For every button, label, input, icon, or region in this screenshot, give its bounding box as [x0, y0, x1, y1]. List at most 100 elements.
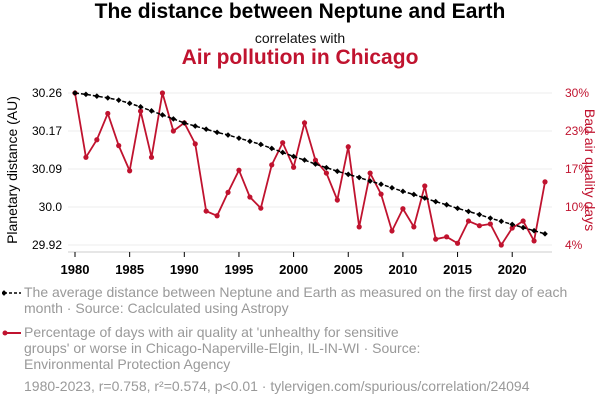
data-point-air-pollution	[345, 144, 351, 150]
data-point-neptune-distance	[323, 164, 330, 171]
data-point-air-pollution	[367, 170, 373, 176]
legend-icon-solid-dot	[2, 330, 21, 336]
data-point-air-pollution	[269, 162, 275, 168]
data-point-air-pollution	[291, 164, 297, 170]
data-point-air-pollution	[225, 189, 231, 195]
data-point-air-pollution	[465, 218, 472, 224]
data-point-air-pollution	[444, 234, 450, 240]
data-point-neptune-distance	[137, 104, 144, 110]
data-point-air-pollution	[531, 238, 537, 244]
data-point-air-pollution	[334, 197, 340, 203]
data-point-air-pollution	[487, 221, 493, 227]
data-point-air-pollution	[422, 183, 428, 189]
data-point-neptune-distance	[214, 129, 220, 136]
data-point-neptune-distance	[345, 171, 352, 178]
x-tick-label: 2020	[498, 262, 527, 277]
data-point-neptune-distance	[203, 126, 209, 133]
data-point-air-pollution	[454, 240, 461, 246]
data-point-neptune-distance	[192, 123, 199, 129]
data-point-air-pollution	[476, 223, 483, 229]
data-point-air-pollution	[542, 179, 548, 185]
y-tick-label-right: 17%	[565, 162, 589, 176]
grid	[68, 92, 552, 246]
data-point-neptune-distance	[247, 138, 253, 145]
data-point-neptune-distance	[225, 132, 231, 138]
data-point-air-pollution	[433, 236, 439, 242]
data-point-neptune-distance	[520, 224, 526, 231]
data-point-air-pollution	[411, 224, 417, 230]
x-tick-label: 2005	[334, 262, 363, 277]
y-tick-label-left: 29.92	[32, 238, 62, 252]
data-point-air-pollution	[247, 194, 253, 200]
data-point-neptune-distance	[389, 184, 395, 191]
data-point-air-pollution	[236, 167, 242, 173]
data-point-air-pollution	[137, 108, 144, 114]
data-point-air-pollution	[258, 205, 264, 211]
data-point-neptune-distance	[378, 181, 384, 188]
data-point-neptune-distance	[72, 90, 78, 96]
data-point-air-pollution	[400, 206, 406, 212]
data-point-neptune-distance	[400, 188, 406, 195]
y-tick-label-left: 30.0	[39, 200, 63, 214]
y-tick-label-right: 4%	[565, 238, 583, 252]
data-point-neptune-distance	[432, 198, 439, 205]
data-point-neptune-distance	[170, 116, 177, 122]
y-tick-label-right: 10%	[565, 200, 589, 214]
y-axis-label-right: Bad air quality days	[582, 109, 598, 231]
data-point-air-pollution	[116, 143, 122, 149]
data-point-neptune-distance	[268, 145, 275, 152]
data-point-neptune-distance	[126, 100, 133, 107]
x-tick-label: 2015	[443, 262, 472, 277]
data-point-neptune-distance	[94, 93, 100, 99]
data-point-air-pollution	[498, 242, 504, 248]
legend-item-air-pollution: Percentage of days with air quality at '…	[2, 324, 444, 372]
y-axis-label-left: Planetary distance (AU)	[4, 96, 20, 244]
data-point-air-pollution	[203, 208, 209, 214]
data-point-neptune-distance	[356, 174, 363, 181]
legend-icon-dashed-diamond	[2, 290, 21, 296]
data-point-neptune-distance	[334, 168, 341, 175]
data-point-neptune-distance	[159, 112, 166, 118]
data-point-neptune-distance	[509, 221, 516, 228]
y-tick-label-left: 30.17	[32, 124, 62, 138]
y-tick-label-right: 23%	[565, 124, 589, 138]
data-point-neptune-distance	[312, 161, 319, 167]
chart-title-2: Air pollution in Chicago	[181, 46, 419, 69]
data-point-air-pollution	[127, 168, 133, 174]
data-point-air-pollution	[509, 225, 515, 231]
legend-text-air-pollution: Percentage of days with air quality at '…	[24, 324, 421, 372]
chart-title: The distance between Neptune and Earth	[94, 0, 506, 23]
data-point-air-pollution	[280, 140, 286, 146]
x-tick-label: 1980	[61, 262, 90, 277]
data-point-neptune-distance	[279, 149, 286, 156]
series-line-neptune-distance	[74, 92, 546, 235]
y-tick-label-right: 30%	[565, 86, 589, 100]
x-tick-label: 2010	[388, 262, 417, 277]
legend-item-distance: The average distance between Neptune and…	[2, 284, 594, 316]
data-point-neptune-distance	[531, 227, 537, 234]
data-point-neptune-distance	[83, 91, 89, 98]
data-point-neptune-distance	[487, 215, 494, 222]
data-point-neptune-distance	[411, 191, 417, 198]
data-point-air-pollution	[214, 213, 220, 219]
data-point-neptune-distance	[181, 120, 188, 126]
data-point-air-pollution	[105, 110, 111, 117]
series-air-pollution	[72, 90, 548, 248]
data-point-air-pollution	[159, 90, 166, 96]
data-point-neptune-distance	[115, 97, 122, 103]
data-point-air-pollution	[520, 218, 526, 224]
data-point-neptune-distance	[498, 218, 505, 225]
data-point-neptune-distance	[148, 108, 155, 114]
data-point-neptune-distance	[236, 135, 242, 141]
axes: 30.26 30% 30.17 23% 30.09 17% 30.0 10% 29.92 4% 19…	[32, 86, 589, 277]
legend-text-distance: The average distance between Neptune and…	[24, 284, 568, 316]
data-point-neptune-distance	[367, 178, 373, 184]
x-tick-label: 1990	[170, 262, 199, 277]
y-tick-label-left: 30.09	[32, 162, 62, 176]
x-tick-label: 1985	[115, 262, 144, 277]
series-line-air-pollution	[74, 92, 546, 247]
data-point-neptune-distance	[257, 141, 264, 148]
series-neptune-distance	[72, 90, 548, 237]
data-point-air-pollution	[83, 154, 89, 160]
data-point-air-pollution	[356, 224, 362, 230]
